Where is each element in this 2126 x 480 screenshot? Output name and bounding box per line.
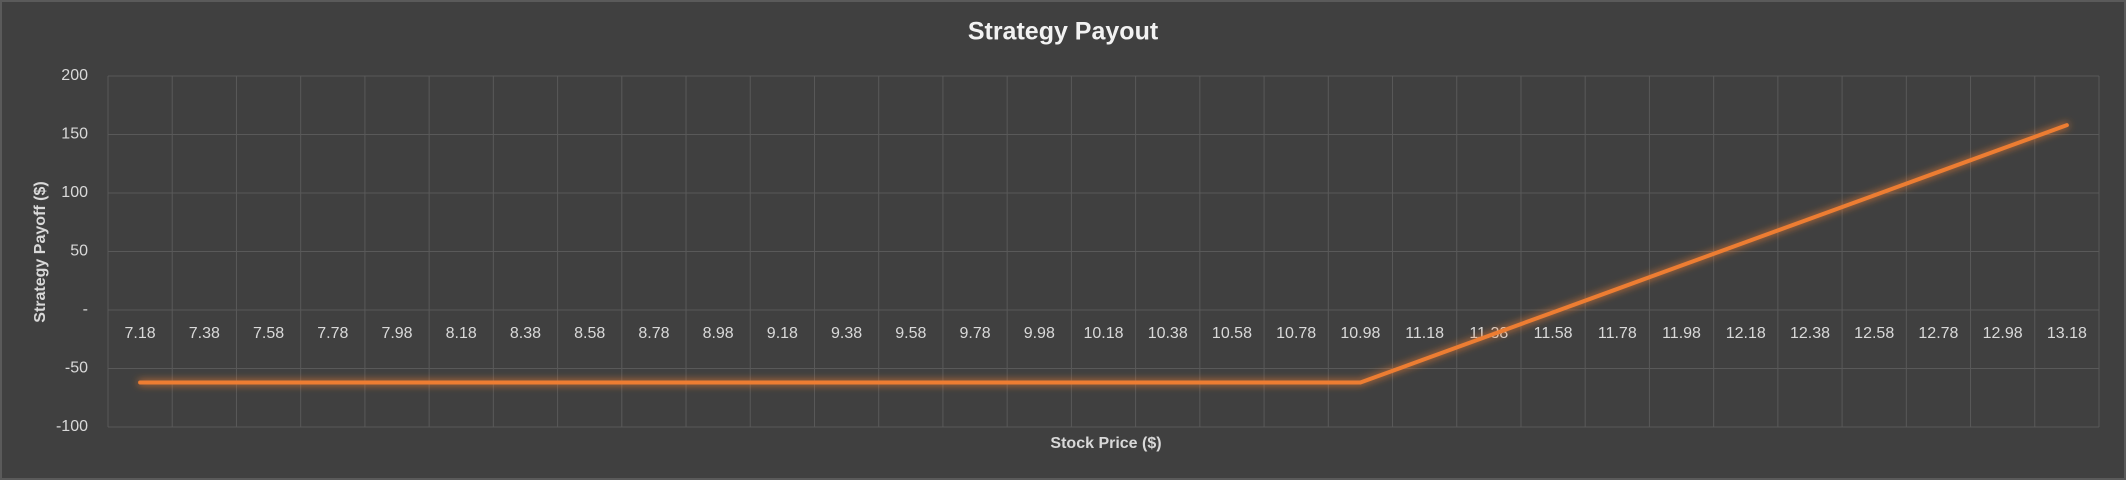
data-line: [138, 123, 2069, 385]
x-tick-label: 10.78: [1276, 325, 1316, 342]
y-tick-label: -50: [65, 360, 88, 377]
y-tick-label: 150: [61, 126, 88, 143]
x-tick-label: 11.78: [1598, 325, 1637, 342]
x-tick-label: 7.18: [125, 325, 156, 342]
y-tick-label: 50: [70, 243, 88, 260]
x-tick-label: 8.38: [510, 325, 541, 342]
x-tick-label: 9.38: [831, 325, 862, 342]
y-tick-label: -: [83, 301, 88, 318]
x-tick-label: 11.98: [1662, 325, 1701, 342]
x-tick-label: 12.38: [1790, 325, 1830, 342]
x-tick-label: 7.98: [381, 325, 412, 342]
x-tick-label: 8.58: [574, 325, 605, 342]
x-tick-label: 8.78: [638, 325, 669, 342]
x-tick-label: 7.38: [189, 325, 220, 342]
chart-title: Strategy Payout: [968, 18, 1159, 46]
x-tick-label: 12.78: [1918, 325, 1958, 342]
y-tick-label: 100: [61, 184, 88, 201]
x-tick-label: 9.78: [959, 325, 990, 342]
x-tick-label: 10.98: [1340, 325, 1380, 342]
x-tick-label: 12.98: [1983, 325, 2023, 342]
x-tick-label: 8.18: [446, 325, 477, 342]
y-tick-label: 200: [61, 67, 88, 84]
x-tick-label: 7.78: [317, 325, 348, 342]
y-axis-title: Strategy Payoff ($): [32, 181, 49, 322]
x-tick-label: 12.58: [1854, 325, 1894, 342]
x-tick-label: 11.58: [1534, 325, 1573, 342]
x-tick-label: 10.18: [1083, 325, 1123, 342]
x-tick-label: 11.18: [1405, 325, 1444, 342]
y-tick-label: -100: [56, 418, 88, 435]
x-tick-label: 9.58: [895, 325, 926, 342]
x-tick-label: 12.18: [1726, 325, 1766, 342]
x-axis-title: Stock Price ($): [1050, 435, 1161, 452]
x-tick-label: 13.18: [2047, 325, 2087, 342]
x-tick-label: 9.18: [767, 325, 798, 342]
x-tick-label: 10.58: [1212, 325, 1252, 342]
x-tick-label: 10.38: [1148, 325, 1188, 342]
x-tick-label: 8.98: [703, 325, 734, 342]
x-tick-label: 9.98: [1024, 325, 1055, 342]
x-tick-label: 7.58: [253, 325, 284, 342]
